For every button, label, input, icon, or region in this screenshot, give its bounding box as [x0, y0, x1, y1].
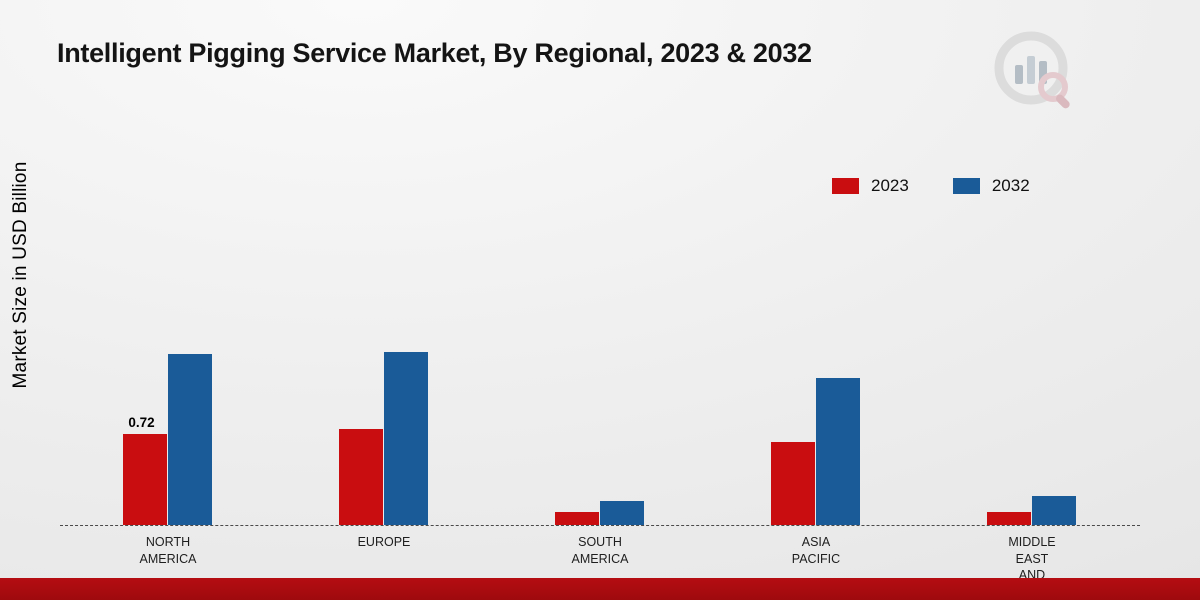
- category-label: NORTH AMERICA: [139, 535, 197, 566]
- bar-2032-2: [600, 501, 644, 525]
- bar-value-label: 0.72: [128, 415, 155, 430]
- category-label: EUROPE: [357, 535, 411, 549]
- bar-2023-1: [339, 429, 383, 525]
- legend-label: 2032: [991, 176, 1030, 195]
- legend-item-2032: 2032: [952, 176, 1030, 196]
- legend-swatch-icon: [952, 178, 980, 194]
- legend: 2023 2032: [832, 176, 1030, 196]
- bar-2032-4: [1032, 496, 1076, 525]
- page-title: Intelligent Pigging Service Market, By R…: [57, 38, 812, 68]
- bar-chart-magnifier-icon: [994, 31, 1070, 109]
- bar-2032-0: [168, 354, 212, 525]
- footer-band: [0, 578, 1200, 600]
- legend-swatch-icon: [832, 178, 859, 194]
- bar-2023-3: [771, 442, 815, 525]
- brand-logo: [990, 26, 1082, 118]
- legend-label: 2023: [871, 176, 909, 195]
- category-label: ASIA PACIFIC: [791, 535, 841, 566]
- bar-2032-3: [816, 378, 860, 525]
- category-label: SOUTH AMERICA: [571, 535, 629, 566]
- y-axis-label: Market Size in USD Billion: [10, 161, 31, 389]
- legend-item-2023: 2023: [832, 176, 909, 196]
- bar-2023-2: [555, 512, 599, 525]
- bar-2023-0: [123, 434, 167, 525]
- bar-2032-1: [384, 352, 428, 525]
- bar-2023-4: [987, 512, 1031, 525]
- chart-area: 0.72 NORTH AMERICA EUROPE SOUTH AMERICA ASIA…: [60, 105, 1140, 599]
